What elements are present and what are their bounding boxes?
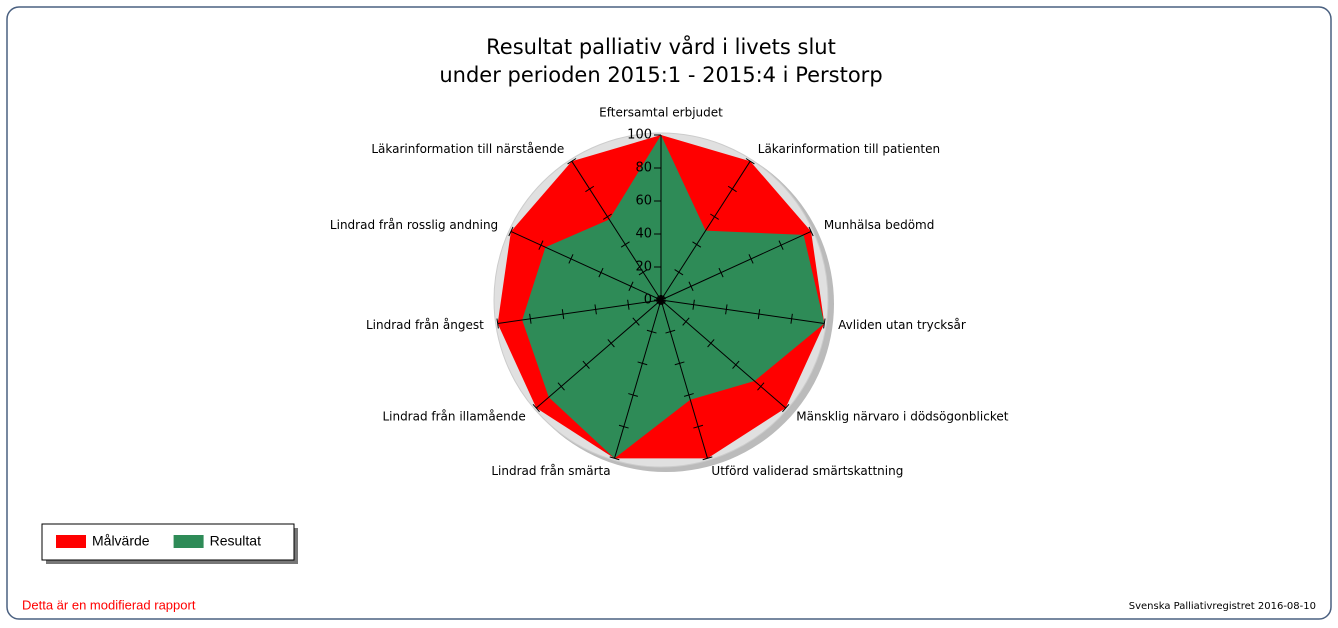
tick-mark <box>732 360 740 369</box>
tick-mark <box>632 317 640 326</box>
note: Detta är en modifierad rapport <box>22 597 196 612</box>
tick-mark <box>585 185 595 193</box>
axis-line <box>660 299 787 409</box>
y-tick-label: 100 <box>627 128 652 143</box>
tick-mark <box>745 158 755 165</box>
axis-label: Utförd validerad smärtskattning <box>711 464 903 478</box>
tick-mark <box>782 403 790 413</box>
tick-mark <box>628 281 634 292</box>
axis-label: Mänsklig närvaro i dödsögonblicket <box>796 410 1008 424</box>
tick-mark <box>618 424 629 429</box>
axis-line <box>535 299 662 409</box>
y-tick-label: 0 <box>644 293 652 308</box>
tick-mark <box>748 254 754 264</box>
tick-mark <box>561 309 565 320</box>
axis-line <box>571 160 662 301</box>
y-tick-label: 80 <box>635 161 652 176</box>
tick-mark <box>823 318 826 329</box>
tick-mark <box>582 360 590 369</box>
tick-mark <box>683 393 694 397</box>
axis-label: Läkarinformation till patienten <box>758 142 940 156</box>
tick-mark <box>778 240 784 250</box>
source: Svenska Palliativregistret 2016-08-10 <box>1129 601 1316 612</box>
tick-mark <box>674 361 685 366</box>
tick-mark <box>702 456 713 461</box>
axis-label: Lindrad från rosslig andning <box>330 218 498 232</box>
tick-mark <box>496 318 499 329</box>
tick-mark <box>532 403 540 413</box>
tick-mark <box>790 313 793 324</box>
series-area <box>522 135 825 459</box>
y-tick-label: 40 <box>635 227 652 242</box>
tick-mark <box>598 267 604 278</box>
tick-mark <box>727 185 737 193</box>
axis-label: Avliden utan trycksår <box>838 318 966 332</box>
tick-mark <box>609 456 620 461</box>
axis-line <box>497 299 662 324</box>
tick-mark <box>757 309 761 320</box>
tick-mark <box>674 269 684 276</box>
legend-swatch <box>56 535 86 548</box>
tick-mark <box>682 317 690 326</box>
tick-mark <box>693 424 704 429</box>
tick-mark <box>656 296 666 304</box>
tick-mark <box>557 382 565 391</box>
legend-label: Målvärde <box>92 533 150 549</box>
tick-mark <box>808 226 814 237</box>
tick-mark <box>707 339 715 348</box>
tick-mark <box>646 329 657 334</box>
axis-line <box>660 160 751 301</box>
axis-line <box>660 231 812 301</box>
tick-mark <box>637 361 648 366</box>
legend-label: Resultat <box>210 533 261 549</box>
legend-swatch <box>173 535 204 548</box>
tick-mark <box>710 213 720 220</box>
tick-mark <box>568 254 574 264</box>
tick-mark <box>718 267 724 278</box>
tick-mark <box>665 329 676 334</box>
axis-label: Lindrad från ångest <box>366 318 484 332</box>
tick-mark <box>692 299 695 310</box>
tick-mark <box>594 304 597 315</box>
tick-mark <box>725 304 728 315</box>
axis-label: Läkarinformation till närstående <box>371 142 564 156</box>
tick-mark <box>688 281 694 292</box>
axis-label: Eftersamtal erbjudet <box>599 106 723 120</box>
y-tick-label: 60 <box>635 194 652 209</box>
axis-line <box>660 299 825 324</box>
tick-mark <box>620 241 630 248</box>
axis-label: Lindrad från illamående <box>382 410 525 424</box>
tick-mark <box>538 240 544 250</box>
tick-mark <box>628 393 639 397</box>
y-tick-label: 20 <box>635 260 652 275</box>
tick-mark <box>602 213 612 220</box>
tick-mark <box>757 382 765 391</box>
axis-line <box>510 231 662 301</box>
axis-line <box>660 299 708 459</box>
tick-mark <box>627 299 630 310</box>
axis-line <box>614 299 662 459</box>
tick-mark <box>567 158 577 165</box>
chart-subtitle: under perioden 2015:1 - 2015:4 i Perstor… <box>439 63 882 87</box>
tick-mark <box>692 241 702 248</box>
chart-title: Resultat palliativ vård i livets slut <box>486 34 836 59</box>
axis-label: Lindrad från smärta <box>491 464 610 478</box>
axis-label: Munhälsa bedömd <box>824 218 935 232</box>
tick-mark <box>529 313 532 324</box>
tick-mark <box>607 339 615 348</box>
tick-mark <box>638 269 648 276</box>
tick-mark <box>508 226 514 237</box>
